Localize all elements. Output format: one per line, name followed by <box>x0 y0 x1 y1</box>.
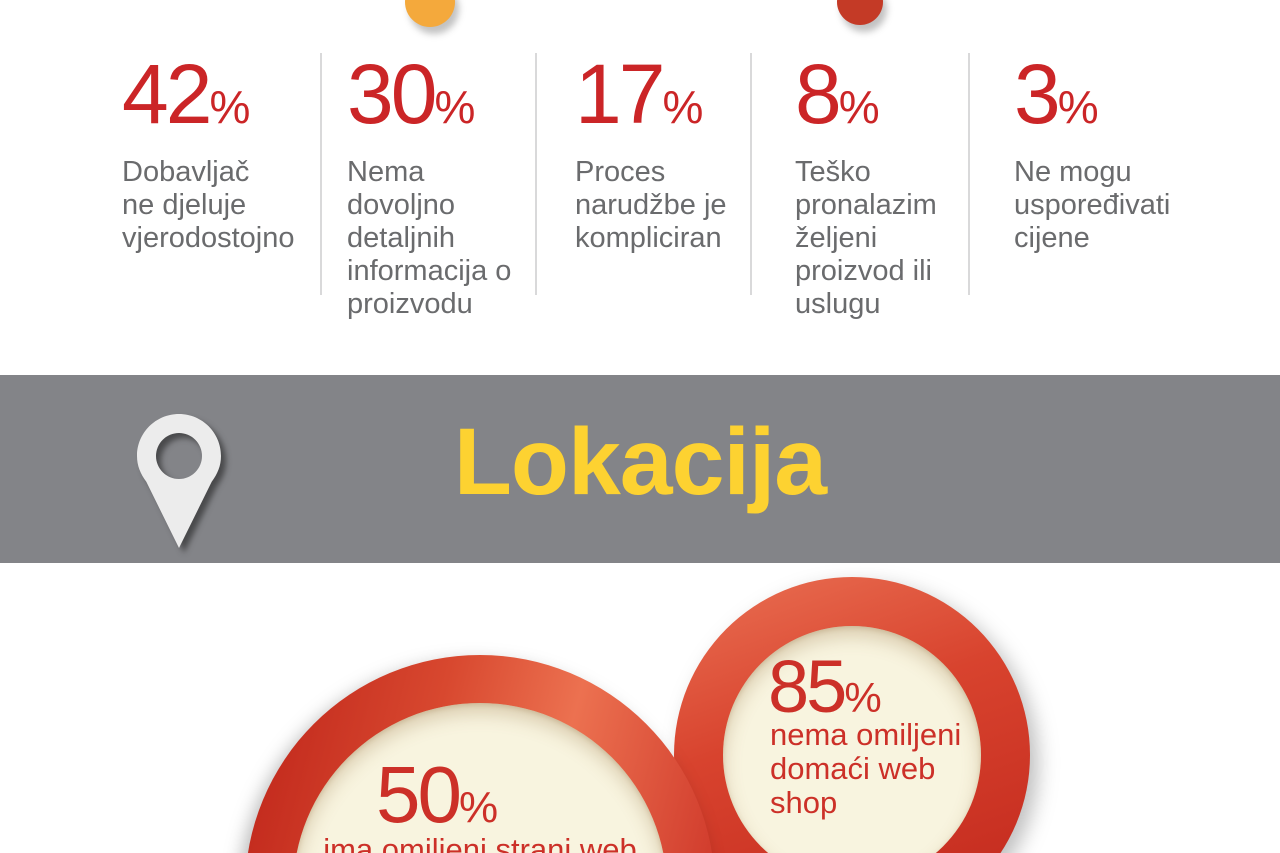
percent-sign: % <box>838 81 880 133</box>
bubble-value: 50% <box>376 755 498 835</box>
stat-number: 17 <box>575 47 665 141</box>
stats-row: 42% Dobavljač ne djeluje vjerodostojno 3… <box>0 0 1280 340</box>
section-title: Lokacija <box>453 408 827 515</box>
percent-sign: % <box>209 81 251 133</box>
stat-value: 17% <box>575 52 775 136</box>
column-divider <box>320 53 322 295</box>
stat-value: 8% <box>795 52 995 136</box>
stat-label: Proces narudžbe je kompliciran <box>575 156 727 254</box>
bubble-85: 85% nema omiljeni domaći web shop <box>674 577 1030 853</box>
stat-column-3: 3% Ne mogu uspoređivati cijene <box>1014 52 1214 255</box>
percent-sign: % <box>662 81 704 133</box>
stat-number: 8 <box>795 47 842 141</box>
stat-value: 30% <box>347 52 547 136</box>
stat-label: Ne mogu uspoređivati cijene <box>1014 156 1171 254</box>
bubble-label: nema omiljeni domaći web shop <box>770 717 962 820</box>
percent-sign: % <box>844 674 882 721</box>
column-divider <box>750 53 752 295</box>
bubble-label: ima omiljeni strani web <box>323 832 637 853</box>
stat-number: 50 <box>376 750 462 839</box>
stat-number: 85 <box>768 645 847 728</box>
stat-label: Teško pronalazim željeni proizvod ili us… <box>795 156 937 320</box>
stat-number: 3 <box>1014 47 1061 141</box>
bubble-50: 50% ima omiljeni strani web <box>245 655 715 853</box>
stat-value: 42% <box>122 52 322 136</box>
bubble-inner <box>723 626 981 853</box>
bubble-value: 85% <box>768 650 882 724</box>
stat-value: 3% <box>1014 52 1214 136</box>
location-pin-icon <box>137 414 221 548</box>
stat-number: 42 <box>122 47 212 141</box>
stat-number: 30 <box>347 47 437 141</box>
percent-sign: % <box>434 81 476 133</box>
stat-label: Dobavljač ne djeluje vjerodostojno <box>122 156 295 254</box>
stat-label: Nema dovoljno detaljnih informacija o pr… <box>347 156 512 320</box>
percent-sign: % <box>458 783 499 832</box>
stat-column-30: 30% Nema dovoljno detaljnih informacija … <box>347 52 547 321</box>
section-banner-lokacija: Lokacija <box>0 375 1280 563</box>
stat-column-8: 8% Teško pronalazim željeni proizvod ili… <box>795 52 995 321</box>
stat-column-42: 42% Dobavljač ne djeluje vjerodostojno <box>122 52 322 255</box>
column-divider <box>968 53 970 295</box>
column-divider <box>535 53 537 295</box>
stat-column-17: 17% Proces narudžbe je kompliciran <box>575 52 775 255</box>
percent-sign: % <box>1057 81 1099 133</box>
